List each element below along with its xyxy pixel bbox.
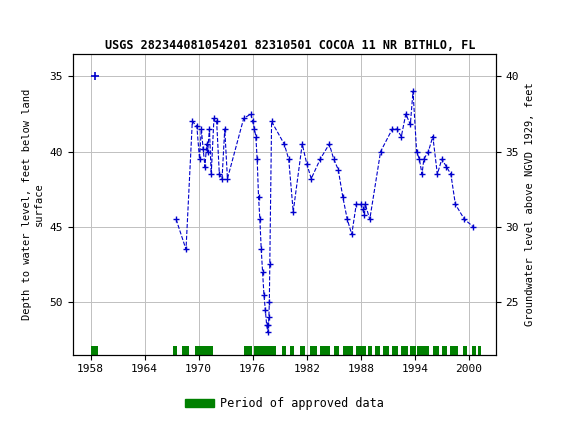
- Y-axis label: Groundwater level above NGVD 1929, feet: Groundwater level above NGVD 1929, feet: [525, 83, 535, 326]
- Bar: [300, 347, 305, 356]
- Bar: [410, 347, 416, 356]
- Text: ≡USGS: ≡USGS: [7, 9, 67, 24]
- Bar: [90, 347, 97, 356]
- Y-axis label: Depth to water level, feet below land
surface: Depth to water level, feet below land su…: [22, 89, 44, 320]
- Bar: [320, 347, 330, 356]
- Bar: [182, 347, 188, 356]
- Bar: [463, 347, 467, 356]
- Bar: [343, 347, 353, 356]
- Bar: [3, 3, 52, 31]
- Bar: [383, 347, 389, 356]
- Bar: [173, 347, 177, 356]
- Bar: [334, 347, 339, 356]
- Bar: [289, 347, 294, 356]
- Bar: [195, 347, 213, 356]
- Bar: [442, 347, 447, 356]
- Bar: [356, 347, 366, 356]
- Bar: [401, 347, 408, 356]
- FancyBboxPatch shape: [5, 4, 48, 30]
- Bar: [375, 347, 380, 356]
- Bar: [310, 347, 317, 356]
- Bar: [282, 347, 286, 356]
- Bar: [392, 347, 398, 356]
- Bar: [416, 347, 429, 356]
- Bar: [433, 347, 439, 356]
- Text: USGS: USGS: [3, 8, 66, 26]
- Bar: [244, 347, 252, 356]
- Legend: Period of approved data: Period of approved data: [180, 393, 389, 415]
- Bar: [478, 347, 481, 356]
- Bar: [472, 347, 476, 356]
- Text: USGS 282344081054201 82310501 COCOA 11 NR BITHLO, FL: USGS 282344081054201 82310501 COCOA 11 N…: [105, 39, 475, 52]
- Bar: [255, 347, 276, 356]
- Bar: [368, 347, 372, 356]
- Bar: [450, 347, 458, 356]
